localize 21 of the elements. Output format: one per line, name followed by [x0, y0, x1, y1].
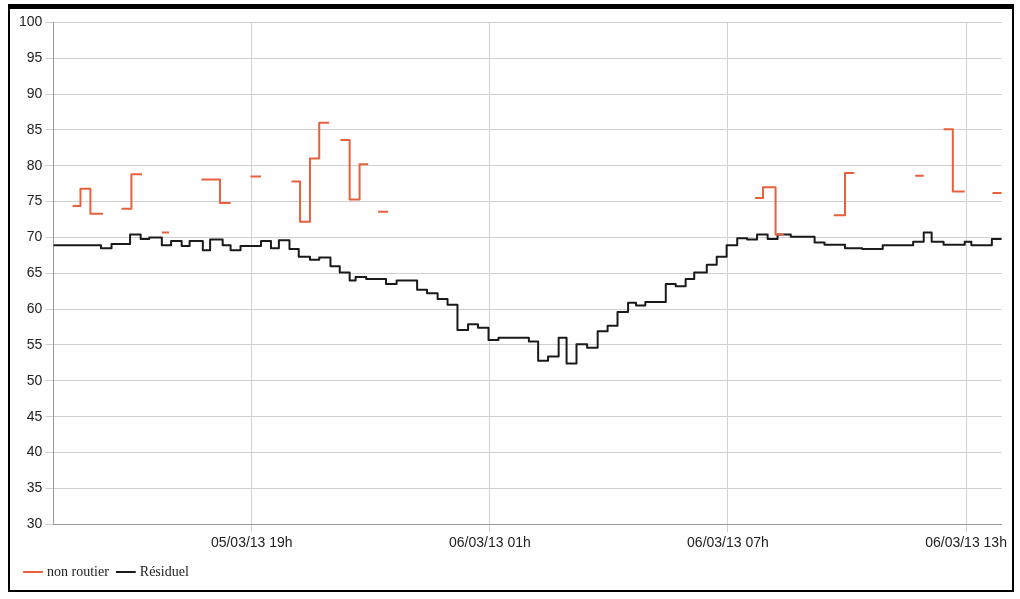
y-tick-label: 80	[26, 156, 43, 173]
legend-label: Résiduel	[139, 563, 189, 579]
y-tick-label: 30	[26, 515, 43, 532]
y-tick-label: 50	[26, 371, 43, 388]
y-tick-label: 100	[19, 13, 43, 30]
y-tick-label: 60	[26, 300, 43, 316]
y-tick-label: 85	[26, 120, 43, 137]
y-tick-label: 75	[26, 192, 43, 209]
y-tick-label: 90	[26, 84, 43, 101]
y-tick-label: 55	[26, 335, 43, 352]
y-tick-label: 35	[26, 479, 43, 496]
y-tick-label: 70	[26, 228, 43, 245]
y-tick-label: 65	[26, 264, 43, 281]
legend-label: non routier	[47, 563, 110, 579]
y-tick-label: 45	[26, 407, 43, 424]
y-tick-label: 95	[26, 49, 43, 66]
x-tick-label: 06/03/13 07h	[687, 534, 769, 551]
x-tick-label: 05/03/13 19h	[210, 534, 293, 551]
y-tick-label: 40	[26, 443, 43, 460]
x-tick-label: 06/03/13 13h	[925, 534, 1007, 551]
x-tick-label: 06/03/13 01h	[448, 534, 531, 551]
